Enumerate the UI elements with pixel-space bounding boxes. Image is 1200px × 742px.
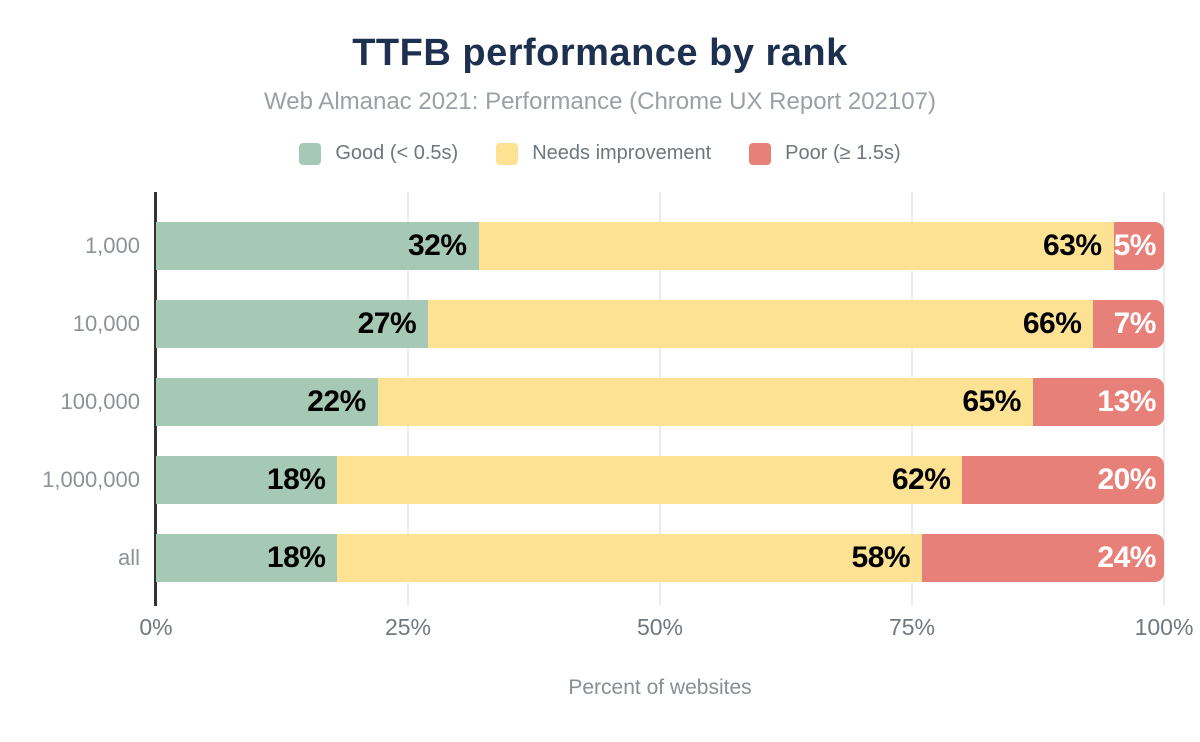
y-axis-label: 1,000,000	[42, 467, 140, 492]
bar-segment-good[interactable]: 32%	[156, 222, 479, 270]
bar-value-label: 18%	[266, 463, 326, 496]
legend-item-good[interactable]: Good (< 0.5s)	[299, 142, 458, 165]
bar-segment-good[interactable]: 22%	[156, 378, 378, 426]
chart-subtitle: Web Almanac 2021: Performance (Chrome UX…	[264, 88, 936, 115]
y-axis-label: 10,000	[72, 311, 140, 336]
bar-row: 27% 66% 7%	[156, 300, 1164, 348]
chart-title: TTFB performance by rank	[352, 32, 848, 74]
x-axis-tick: 0%	[139, 614, 173, 640]
bar-value-label: 65%	[962, 385, 1021, 418]
gridline	[1163, 192, 1165, 606]
bar-segment-poor[interactable]: 24%	[922, 534, 1164, 582]
bar-segment-needs-improvement[interactable]: 63%	[478, 222, 1114, 270]
bar-segment-needs-improvement[interactable]: 58%	[337, 534, 923, 582]
bar-value-label: 18%	[266, 541, 326, 574]
bar-row: 22% 65% 13%	[156, 378, 1164, 426]
bar-value-label: 24%	[1097, 541, 1156, 574]
bar-value-label: 62%	[891, 463, 951, 496]
bar-segment-poor[interactable]: 13%	[1032, 378, 1164, 426]
legend-swatch-good	[299, 142, 322, 165]
x-axis-tick: 75%	[888, 614, 936, 640]
bar-segment-needs-improvement[interactable]: 65%	[377, 378, 1033, 426]
bar-segment-needs-improvement[interactable]: 66%	[428, 300, 1094, 348]
bar-value-label: 22%	[307, 385, 366, 418]
y-axis-labels: 1,000 10,000 100,000 1,000,000 all	[0, 192, 140, 606]
x-axis-title: Percent of websites	[568, 676, 752, 699]
bar-segment-good[interactable]: 27%	[156, 300, 429, 348]
bar-row: 18% 62% 20%	[156, 456, 1164, 504]
bar-row: 18% 58% 24%	[156, 534, 1164, 582]
bar-segment-needs-improvement[interactable]: 62%	[337, 456, 963, 504]
x-axis-ticks: 0% 25% 50% 75% 100%	[139, 614, 1193, 644]
bar-value-label: 63%	[1043, 229, 1102, 262]
legend-swatch-poor	[749, 142, 772, 165]
legend: Good (< 0.5s) Needs improvement Poor (≥ 1.…	[0, 142, 1200, 165]
y-axis-label: 100,000	[60, 389, 140, 414]
x-axis-tick: 100%	[1134, 614, 1194, 640]
bar-segment-good[interactable]: 18%	[156, 456, 338, 504]
bar-value-label: 27%	[357, 307, 417, 340]
legend-label: Needs improvement	[532, 142, 712, 164]
y-axis-line	[154, 192, 157, 606]
y-axis-label: 1,000	[84, 233, 140, 258]
y-axis-label: all	[117, 545, 140, 570]
bar-value-label: 20%	[1097, 463, 1156, 496]
bar-segment-poor[interactable]: 20%	[962, 456, 1164, 504]
legend-label: Good (< 0.5s)	[335, 142, 459, 164]
bar-segment-poor[interactable]: 7%	[1093, 300, 1164, 348]
x-axis-tick: 50%	[636, 614, 684, 640]
legend-swatch-needs-improvement	[496, 142, 519, 165]
bar-row: 32% 63% 5%	[156, 222, 1164, 270]
bar-value-label: 66%	[1022, 307, 1082, 340]
legend-item-poor[interactable]: Poor (≥ 1.5s)	[749, 142, 901, 165]
plot-area: 32% 63% 5% 27% 66% 7% 22% 65% 13% 18% 62% 20% 18% 58%…	[156, 192, 1165, 606]
x-axis-tick: 25%	[384, 614, 432, 640]
legend-label: Poor (≥ 1.5s)	[785, 142, 901, 164]
bar-value-label: 5%	[1113, 229, 1157, 262]
bar-value-label: 13%	[1097, 385, 1156, 418]
bar-segment-poor[interactable]: 5%	[1113, 222, 1164, 270]
legend-item-needs-improvement[interactable]: Needs improvement	[496, 142, 711, 165]
bar-segment-good[interactable]: 18%	[156, 534, 338, 582]
bar-value-label: 32%	[408, 229, 467, 262]
bar-value-label: 58%	[851, 541, 911, 574]
bar-value-label: 7%	[1113, 307, 1157, 340]
